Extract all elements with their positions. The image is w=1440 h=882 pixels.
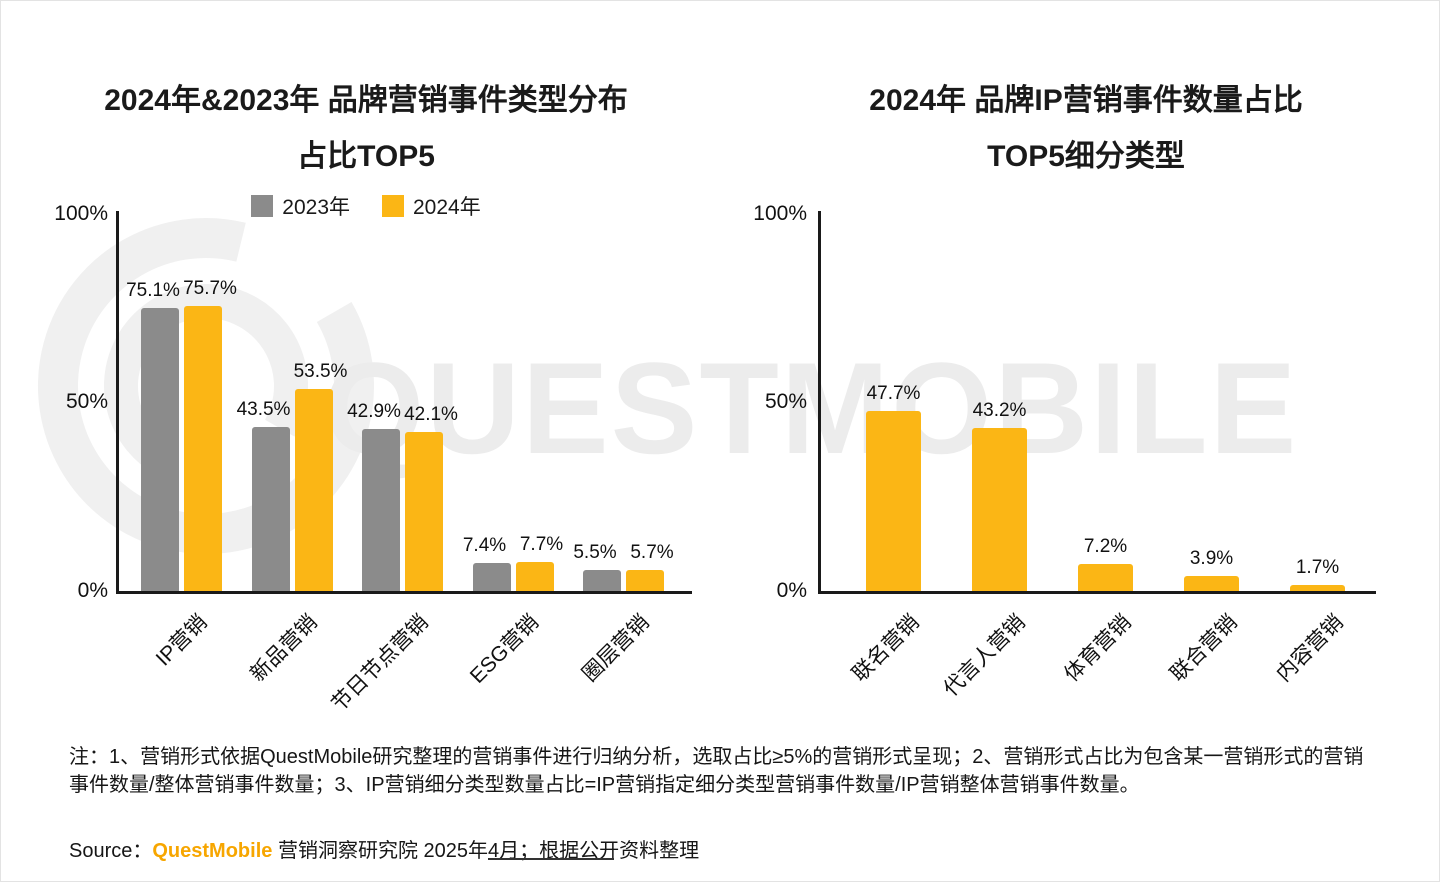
right-chart-x-axis <box>818 591 1376 594</box>
left-ytick-50: 50% <box>65 390 108 413</box>
bar-value-label: 75.1% <box>126 279 180 301</box>
legend-label-2023: 2023年 <box>282 196 350 219</box>
category-label: 代言人营销 <box>938 610 1030 702</box>
right-chart-title-line2: TOP5细分类型 <box>987 140 1185 173</box>
legend-label-2024: 2024年 <box>413 196 481 219</box>
bar-2024年-节日节点营销 <box>405 432 443 591</box>
bar-value-label: 1.7% <box>1295 556 1340 578</box>
bar-2024年-代言人营销 <box>972 428 1027 591</box>
legend-swatch-2023 <box>251 195 274 217</box>
category-label: 联合营销 <box>1165 610 1242 687</box>
source-line: Source：QuestMobile 营销洞察研究院 2025年4月；根据公开资… <box>69 834 699 863</box>
bar-value-label: 42.9% <box>347 401 401 423</box>
bar-value-label: 7.4% <box>462 535 507 557</box>
legend-swatch-2024 <box>382 195 404 217</box>
source-prefix: Source： <box>69 840 153 862</box>
bar-2023年-圈层营销 <box>583 570 621 591</box>
bar-value-label: 47.7% <box>866 383 921 405</box>
bar-value-label: 53.5% <box>293 361 348 383</box>
category-label: ESG营销 <box>465 610 543 688</box>
bar-value-label: 75.7% <box>183 277 237 299</box>
category-label: 新品营销 <box>246 610 322 687</box>
bar-2023年-IP营销 <box>141 307 179 591</box>
bar-2024年-圈层营销 <box>626 569 664 591</box>
bar-value-label: 43.2% <box>972 400 1027 422</box>
right-ytick-100: 100% <box>753 202 807 225</box>
bar-2023年-ESG营销 <box>472 563 511 591</box>
bar-value-label: 7.7% <box>519 533 564 555</box>
bar-2024年-IP营销 <box>184 305 222 591</box>
bar-2024年-联合营销 <box>1184 576 1239 591</box>
source-underline-rule <box>488 858 614 860</box>
right-ytick-0: 0% <box>776 579 807 602</box>
left-ytick-100: 100% <box>54 202 108 225</box>
bar-value-label: 3.9% <box>1189 548 1234 570</box>
bar-2024年-体育营销 <box>1078 563 1133 591</box>
source-suffix: 营销洞察研究院 2025年4月；根据公开资料整理 <box>272 840 700 862</box>
bar-value-label: 5.5% <box>573 542 617 564</box>
bar-value-label: 7.2% <box>1083 535 1128 557</box>
bar-value-label: 5.7% <box>630 541 674 563</box>
source-brand: QuestMobile <box>152 840 273 862</box>
bar-2024年-联名营销 <box>866 411 921 591</box>
category-label: 体育营销 <box>1059 610 1136 687</box>
left-ytick-0: 0% <box>77 579 108 602</box>
left-chart-plot: 75.1% 75.7% IP营销 43.5% 53.5% 新品营销 42.9% 42.1% 节日… <box>119 214 694 716</box>
bar-2023年-节日节点营销 <box>362 429 400 591</box>
legend: 2023年 2024年 <box>11 191 721 221</box>
right-chart-plot: 47.7% 联名营销 43.2% 代言人营销 7.2% 体育营销 3.9% 联合营销 1.7% 内… <box>819 214 1376 701</box>
left-chart-title-line1: 2024年&2023年 品牌营销事件类型分布 <box>104 84 628 117</box>
right-chart-y-axis <box>818 211 821 594</box>
bar-2024年-内容营销 <box>1290 584 1345 591</box>
left-chart-title-line2: 占比TOP5 <box>297 140 435 173</box>
category-label: 联名营销 <box>847 610 924 687</box>
right-ytick-50: 50% <box>764 390 807 413</box>
left-chart-x-axis <box>116 591 692 594</box>
bar-2024年-新品营销 <box>294 389 333 591</box>
category-label: IP营销 <box>151 610 212 671</box>
right-chart-title-line1: 2024年 品牌IP营销事件数量占比 <box>869 84 1303 117</box>
bar-value-label: 43.5% <box>236 399 291 421</box>
category-label: 内容营销 <box>1271 610 1348 687</box>
legend-item-2024: 2024年 <box>382 191 481 221</box>
footnote: 注：1、营销形式依据QuestMobile研究整理的营销事件进行归纳分析，选取占… <box>69 746 1364 797</box>
bar-2024年-ESG营销 <box>515 561 554 591</box>
category-label: 节日节点营销 <box>326 610 433 716</box>
bar-2023年-新品营销 <box>251 427 290 591</box>
bar-value-label: 42.1% <box>404 404 458 426</box>
category-label: 圈层营销 <box>577 610 654 687</box>
legend-item-2023: 2023年 <box>251 191 350 221</box>
